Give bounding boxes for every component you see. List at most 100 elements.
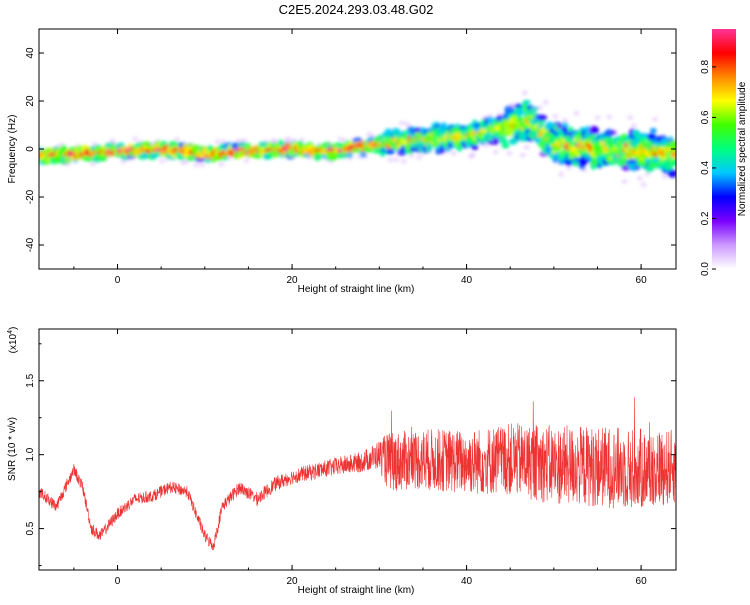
spectrogram-halo <box>492 149 499 155</box>
snr-frame <box>38 328 677 571</box>
spectrogram-halo <box>218 161 225 167</box>
spectrogram-halo <box>89 161 96 167</box>
snr-x-tick-label: 20 <box>286 576 298 587</box>
spectrogram-y-tick-label: 40 <box>25 47 36 59</box>
spectrogram-cell <box>536 114 548 122</box>
spectrogram-halo <box>398 120 405 126</box>
spectrogram-halo <box>199 162 206 168</box>
spectrogram-halo <box>644 171 651 177</box>
spectrogram-halo <box>627 115 634 121</box>
spectrogram-halo <box>552 113 559 119</box>
spectrogram-y-tick-label: -20 <box>25 189 36 204</box>
colorbar-bar <box>712 29 736 269</box>
snr-panel: 0 20 40 60 0.5 1.0 1.5 Height of straight line… <box>7 327 677 596</box>
spectrogram-halo <box>243 158 250 164</box>
spectrogram-halo <box>469 152 476 158</box>
spectrogram-x-tick-label: 60 <box>636 275 648 286</box>
spectrogram-halo <box>611 130 618 136</box>
spectrogram-y-tick-label: -40 <box>25 237 36 252</box>
spectrogram-halo <box>640 182 647 188</box>
spectrogram-halo <box>487 114 494 119</box>
spectrogram-halo <box>347 155 353 161</box>
spectrogram-cell <box>471 144 479 151</box>
spectrogram-halo <box>652 116 659 122</box>
snr-scale-label: (x104) <box>7 327 19 354</box>
spectrogram-halo <box>496 112 503 118</box>
spectrogram-x-tick-label: 40 <box>461 275 473 286</box>
snr-x-tick-label: 60 <box>636 576 648 587</box>
spectrogram-halo <box>661 174 668 180</box>
spectrogram-y-tick-label: 0 <box>25 146 36 152</box>
spectrogram-cell <box>671 152 676 157</box>
spectrogram-halo <box>562 118 568 123</box>
spectrogram-panel: 0 20 40 60 -40 -20 0 20 40 Height of straight li… <box>7 28 677 295</box>
spectrogram-halo <box>521 90 528 96</box>
spectrogram-x-tick-label: 0 <box>115 275 121 286</box>
spectrogram-cell <box>592 126 599 134</box>
spectrogram-halo <box>174 137 181 142</box>
spectrogram-halo <box>220 139 227 145</box>
colorbar-tick-label: 0.0 <box>700 262 711 276</box>
spectrogram-halo <box>299 137 305 143</box>
spectrogram-cell <box>573 157 580 162</box>
spectrogram-cell <box>545 121 555 130</box>
spectrogram-cell <box>522 99 531 105</box>
snr-x-tick-label: 0 <box>115 576 121 587</box>
spectrogram-halo <box>64 161 71 167</box>
spectrogram-cell <box>517 109 525 115</box>
spectrogram-halo <box>387 157 394 163</box>
spectrogram-halo <box>558 171 565 177</box>
spectrogram-cell <box>501 142 510 149</box>
colorbar-tick-label: 0.6 <box>700 110 711 124</box>
snr-y-tick-label: 0.5 <box>25 521 36 535</box>
spectrogram-halo <box>285 136 292 142</box>
spectrogram-halo <box>636 175 643 181</box>
spectrogram-axes: 0 20 40 60 -40 -20 0 20 40 <box>25 29 676 286</box>
spectrogram-halo <box>581 167 588 173</box>
spectrogram-halo <box>400 158 407 164</box>
spectrogram-halo <box>214 139 221 145</box>
spectrogram-y-tick-label: 20 <box>25 95 36 107</box>
spectrogram-halo <box>404 121 411 127</box>
spectrogram-halo <box>519 152 526 158</box>
spectrogram-halo <box>362 153 369 159</box>
snr-y-axis-label: SNR (10 * v/v) <box>7 417 18 481</box>
snr-scale-label-close: ) <box>8 327 19 330</box>
spectrogram-halo <box>450 150 457 156</box>
snr-y-tick-label: 1.5 <box>25 373 36 387</box>
spectrogram-halo <box>241 138 248 144</box>
colorbar-tick-label: 0.2 <box>700 211 711 225</box>
spectrogram-cell <box>627 158 637 165</box>
spectrogram-halo <box>573 110 580 116</box>
snr-marks <box>39 397 676 551</box>
spectrogram-halo <box>565 165 572 171</box>
colorbar-tick-label: 0.4 <box>700 161 711 175</box>
spectrogram-cell <box>385 148 396 155</box>
spectrogram-halo <box>408 152 415 158</box>
spectrogram-halo <box>594 115 601 121</box>
spectrogram-marks <box>39 90 676 188</box>
spectrogram-halo <box>621 179 628 185</box>
spectrogram-y-axis-label: Frequency (Hz) <box>7 115 18 184</box>
spectrogram-cell <box>670 158 676 167</box>
figure-title: C2E5.2024.293.03.48.G02 <box>279 2 434 17</box>
spectrogram-halo <box>425 148 432 154</box>
spectrogram-halo <box>606 114 613 120</box>
spectrogram-halo <box>120 159 127 165</box>
snr-axes: 0 20 40 60 0.5 1.0 1.5 <box>25 329 676 587</box>
spectrogram-cell <box>492 137 500 145</box>
spectrogram-halo <box>416 155 423 160</box>
snr-scale-label-base: (x10 <box>8 333 19 353</box>
spectrogram-cell <box>646 133 657 140</box>
spectrogram-halo <box>306 154 313 160</box>
colorbar-tick-label: 0.8 <box>700 60 711 74</box>
colorbar-ticks: 0.0 0.2 0.4 0.6 0.8 <box>700 60 716 276</box>
spectrogram-cell <box>649 127 657 134</box>
spectrogram-halo <box>132 136 138 142</box>
spectrogram-halo <box>483 142 490 148</box>
spectrogram-halo <box>631 123 638 129</box>
spectrogram-cell <box>667 169 676 178</box>
colorbar-label: Normalized spectral amplitude <box>737 81 748 216</box>
